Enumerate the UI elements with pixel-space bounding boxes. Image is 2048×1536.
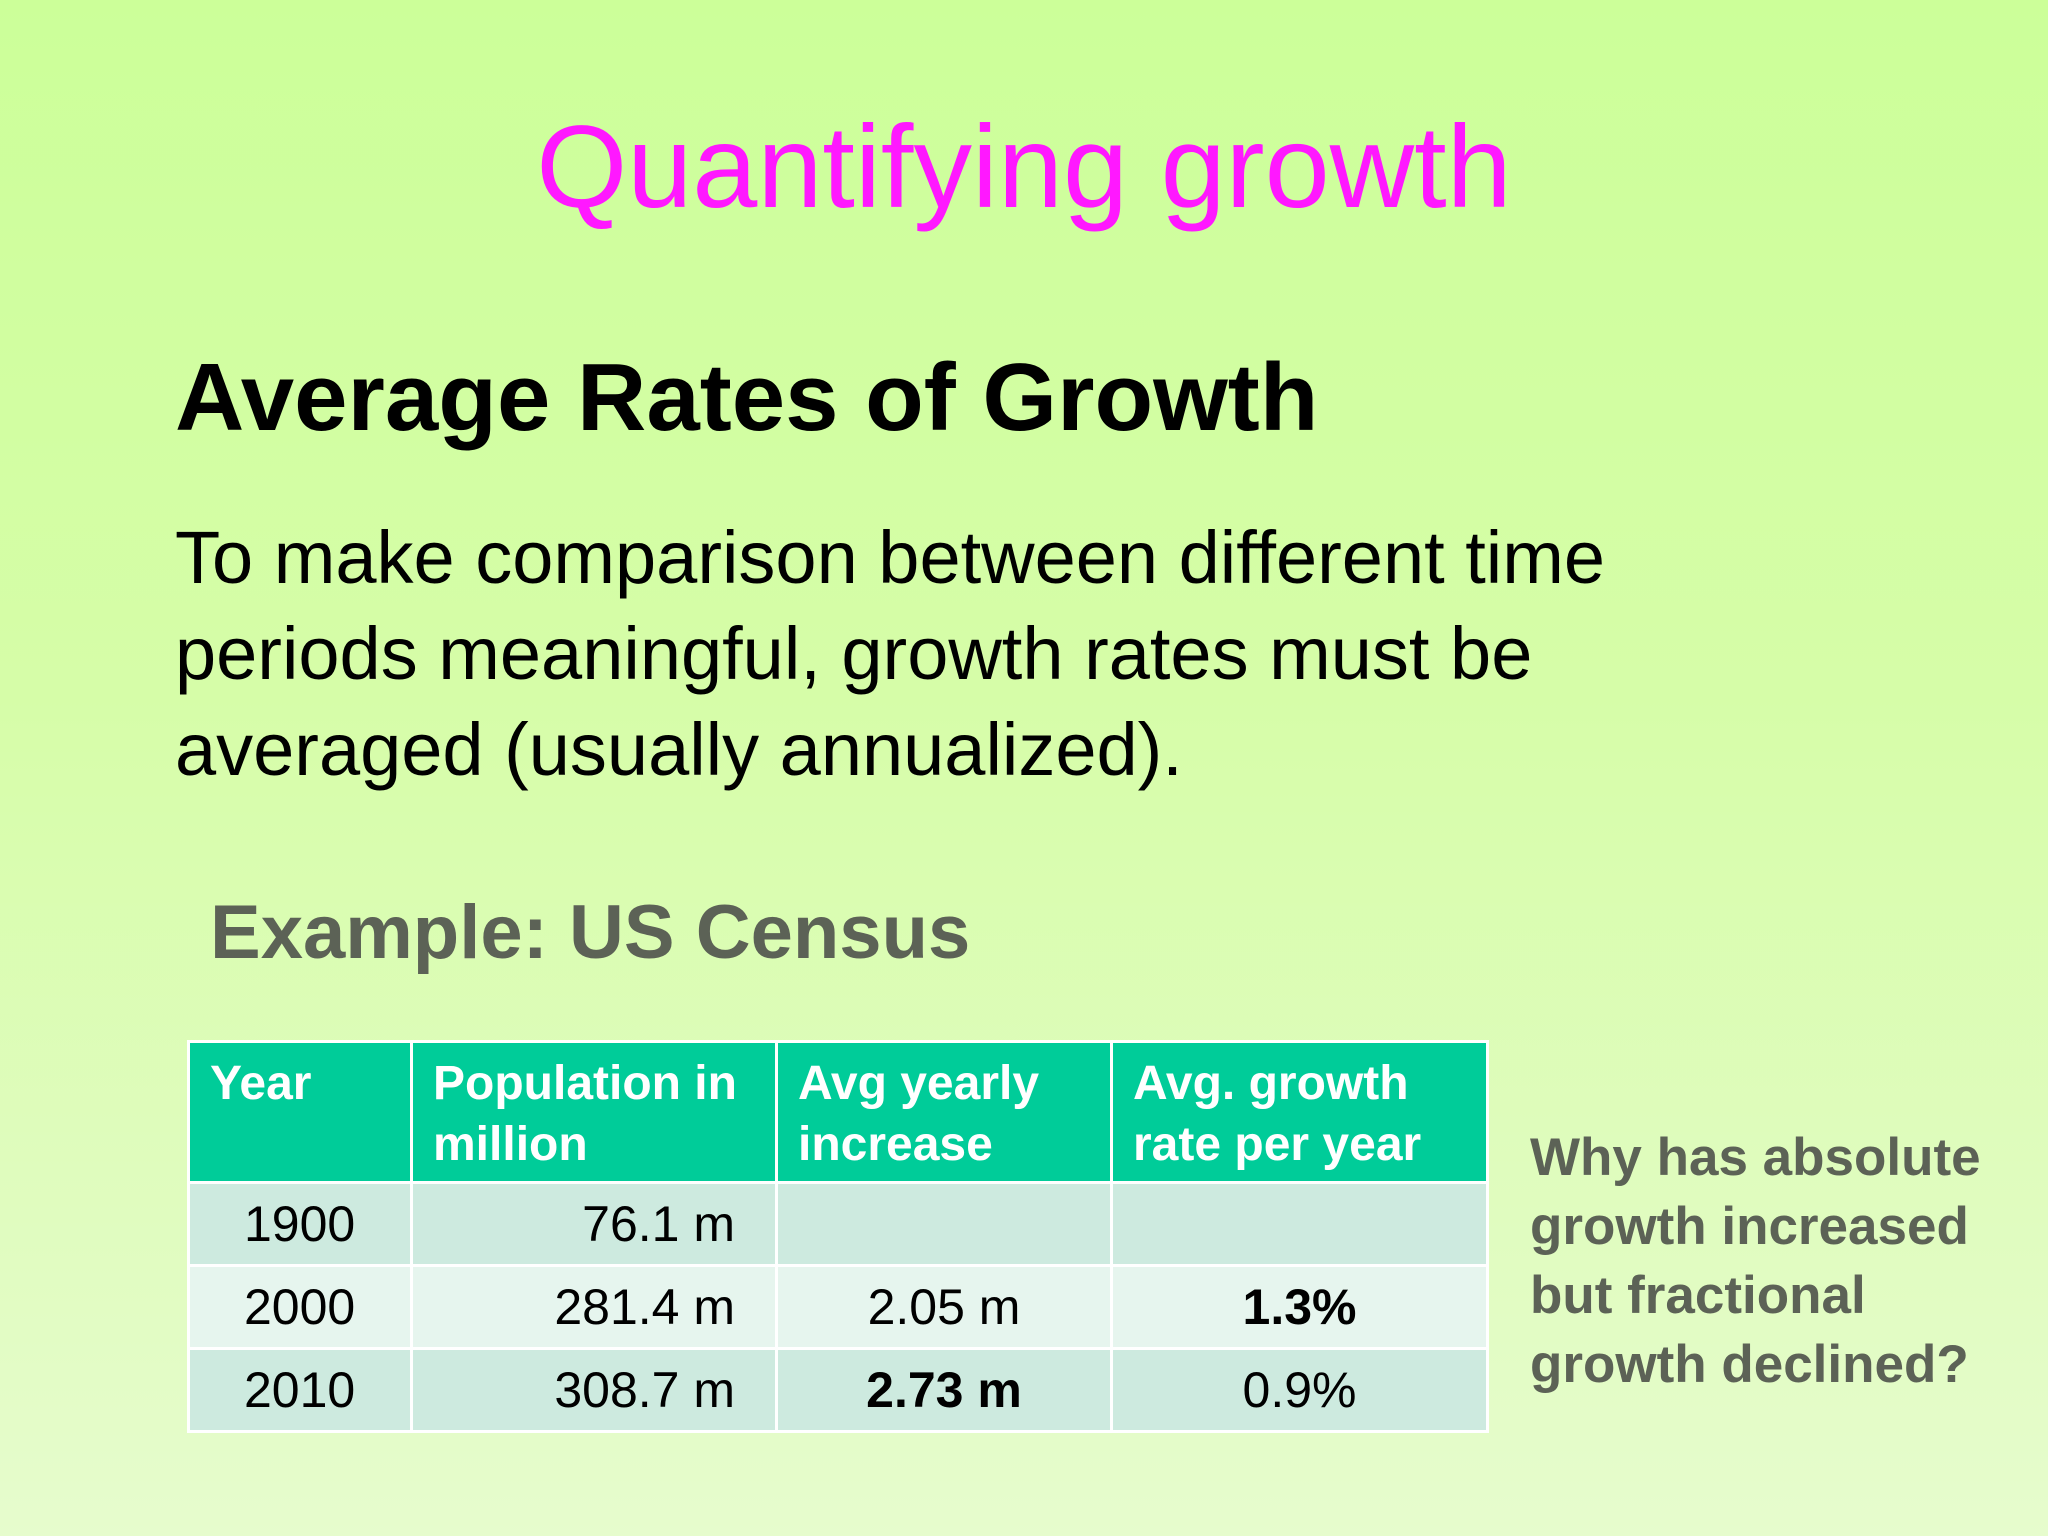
header-growth-rate: Avg. growth rate per year (1110, 1040, 1489, 1184)
body-line: periods meaningful, growth rates must be (175, 612, 1533, 695)
section-heading: Average Rates of Growth (175, 344, 1319, 451)
table-row: 2000 281.4 m 2.05 m 1.3% (187, 1264, 1489, 1350)
header-population-line1: Population in (433, 1057, 737, 1110)
question-line: growth declined? (1530, 1335, 1969, 1394)
cell-growth-rate: 1.3% (1110, 1264, 1489, 1350)
cell-avg-increase: 2.73 m (775, 1347, 1113, 1433)
header-population-line2: million (433, 1118, 588, 1171)
question-line: growth increased (1530, 1197, 1969, 1256)
slide-title: Quantifying growth (536, 101, 1512, 232)
cell-population: 281.4 m (410, 1264, 778, 1350)
header-growth-rate-line2: rate per year (1133, 1118, 1422, 1171)
header-year-label: Year (210, 1057, 312, 1110)
header-population: Population in million (410, 1040, 778, 1184)
cell-growth-rate (1110, 1181, 1489, 1267)
question-line: but fractional (1530, 1266, 1866, 1325)
example-heading: Example: US Census (210, 890, 971, 975)
body-line: averaged (usually annualized). (175, 708, 1183, 791)
body-line: To make comparison between different tim… (175, 516, 1606, 599)
header-avg-increase: Avg yearly increase (775, 1040, 1113, 1184)
census-table: Year Population in million Avg yearly in… (187, 1040, 1489, 1433)
header-year: Year (187, 1040, 413, 1184)
table-row: 2010 308.7 m 2.73 m 0.9% (187, 1347, 1489, 1433)
header-avg-increase-line1: Avg yearly (798, 1057, 1040, 1110)
header-growth-rate-line1: Avg. growth (1133, 1057, 1409, 1110)
cell-avg-increase (775, 1181, 1113, 1267)
discussion-question: Why has absolute growth increased but fr… (1530, 1123, 2040, 1399)
cell-population: 76.1 m (410, 1181, 778, 1267)
cell-avg-increase: 2.05 m (775, 1264, 1113, 1350)
cell-population: 308.7 m (410, 1347, 778, 1433)
header-avg-increase-line2: increase (798, 1118, 993, 1171)
cell-year: 2000 (187, 1264, 413, 1350)
table-row: 1900 76.1 m (187, 1181, 1489, 1267)
body-paragraph: To make comparison between different tim… (175, 510, 1975, 798)
cell-year: 1900 (187, 1181, 413, 1267)
cell-growth-rate: 0.9% (1110, 1347, 1489, 1433)
question-line: Why has absolute (1530, 1128, 1981, 1187)
table-header-row: Year Population in million Avg yearly in… (187, 1040, 1489, 1184)
cell-year: 2010 (187, 1347, 413, 1433)
